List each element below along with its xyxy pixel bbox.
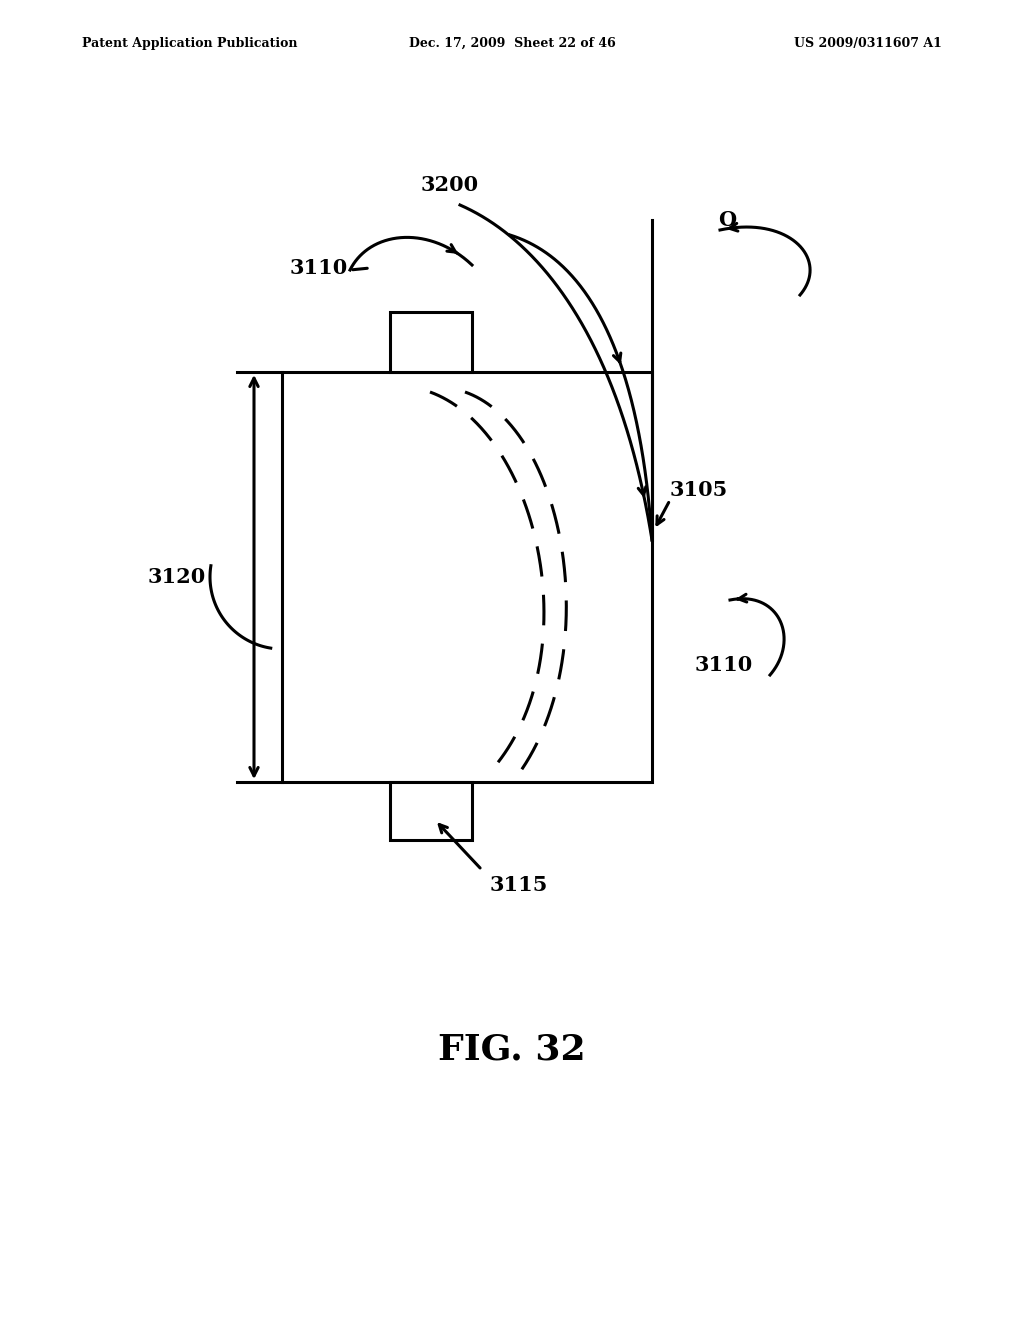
Text: 3200: 3200 xyxy=(421,176,479,195)
Text: US 2009/0311607 A1: US 2009/0311607 A1 xyxy=(795,37,942,50)
Bar xyxy=(282,372,652,781)
Text: 3115: 3115 xyxy=(490,875,549,895)
Bar xyxy=(390,312,472,372)
Text: Patent Application Publication: Patent Application Publication xyxy=(82,37,297,50)
Text: Dec. 17, 2009  Sheet 22 of 46: Dec. 17, 2009 Sheet 22 of 46 xyxy=(409,37,615,50)
Bar xyxy=(390,781,472,840)
Text: O: O xyxy=(718,210,736,230)
Text: 3110: 3110 xyxy=(695,655,754,675)
Text: 3105: 3105 xyxy=(670,480,728,500)
Text: 3110: 3110 xyxy=(290,257,348,279)
Text: 3120: 3120 xyxy=(147,568,206,587)
Text: FIG. 32: FIG. 32 xyxy=(438,1034,586,1067)
